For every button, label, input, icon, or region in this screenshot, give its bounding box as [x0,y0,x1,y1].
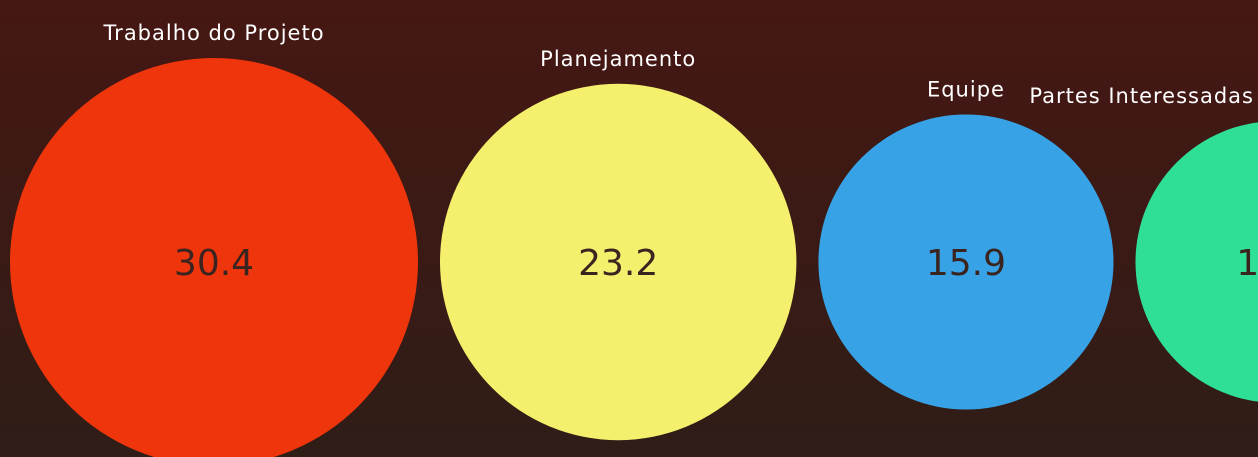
bubble-group: 30.4 Trabalho do Projeto 23.2 Planejamento 1… [10,21,1258,457]
bubble-category-label: Planejamento [540,47,696,71]
bubble-category-label: Equipe [927,77,1005,101]
bubble-category-label: Partes Interessadas [1029,84,1254,108]
bubble-1 [10,58,418,457]
bubble-value-label: 23.2 [578,243,658,284]
bubble-value-label: 30.4 [174,243,254,284]
bubble-category-label: Trabalho do Projeto [102,21,324,45]
bubble-value-label: 14.5 [1236,243,1258,284]
bubble-4 [1135,122,1258,402]
bubble-2 [440,83,797,441]
bubble-3 [818,114,1114,410]
bubble-value-label: 15.9 [926,243,1006,284]
